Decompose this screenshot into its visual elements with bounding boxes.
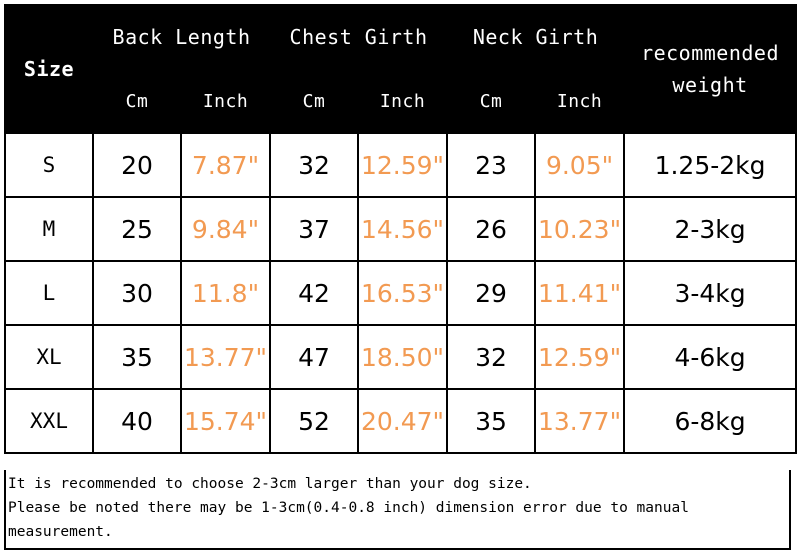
sizing-note: It is recommended to choose 2-3cm larger… (4, 470, 791, 550)
table-row: XXL 40 15.74" 52 20.47" 35 13.77" 6-8kg (4, 388, 798, 454)
back-length-header: Back Length (91, 4, 272, 70)
neck-inch-cell: 12.59" (534, 324, 626, 390)
weight-cell: 2-3kg (623, 196, 798, 262)
chest-cm-cell: 32 (269, 132, 360, 198)
recommended-weight-header: recommended weight (623, 4, 798, 134)
back-inch-cell: 7.87" (179, 132, 272, 198)
back-inch-cell: 9.84" (179, 196, 272, 262)
neck-inch-cell: 13.77" (534, 388, 626, 454)
table-row: XL 35 13.77" 47 18.50" 32 12.59" 4-6kg (4, 324, 798, 390)
chest-inch-cell: 20.47" (357, 388, 449, 454)
chest-cm-cell: 42 (269, 260, 360, 326)
table-row: S 20 7.87" 32 12.59" 23 9.05" 1.25-2kg (4, 132, 798, 198)
back-cm-cell: 35 (92, 324, 182, 390)
size-cell: XL (4, 324, 94, 390)
chest-cm-cell: 47 (269, 324, 360, 390)
chest-inch-cell: 12.59" (357, 132, 449, 198)
note-line: It is recommended to choose 2-3cm larger… (8, 476, 532, 492)
weight-cell: 6-8kg (623, 388, 798, 454)
weight-cell: 4-6kg (623, 324, 798, 390)
back-inch-cell: 11.8" (179, 260, 272, 326)
back-inch-header: Inch (179, 68, 272, 134)
size-cell: L (4, 260, 94, 326)
chest-cm-cell: 52 (269, 388, 360, 454)
size-header: Size (4, 4, 94, 134)
chest-inch-cell: 16.53" (357, 260, 449, 326)
neck-cm-header: Cm (446, 68, 537, 134)
neck-cm-cell: 35 (446, 388, 537, 454)
chest-inch-cell: 18.50" (357, 324, 449, 390)
neck-inch-header: Inch (534, 68, 626, 134)
table-row: L 30 11.8" 42 16.53" 29 11.41" 3-4kg (4, 260, 798, 326)
neck-inch-cell: 9.05" (534, 132, 626, 198)
neck-cm-cell: 23 (446, 132, 537, 198)
back-inch-cell: 13.77" (179, 324, 272, 390)
back-inch-cell: 15.74" (179, 388, 272, 454)
recommended-weight-line2: weight (672, 73, 748, 97)
chest-girth-header: Chest Girth (269, 4, 449, 70)
weight-cell: 1.25-2kg (623, 132, 798, 198)
neck-cm-cell: 26 (446, 196, 537, 262)
chest-inch-header: Inch (357, 68, 449, 134)
neck-girth-header: Neck Girth (446, 4, 626, 70)
back-cm-cell: 25 (92, 196, 182, 262)
note-line: measurement. (8, 524, 113, 540)
chest-inch-cell: 14.56" (357, 196, 449, 262)
size-cell: S (4, 132, 94, 198)
note-line: Please be noted there may be 1-3cm(0.4-0… (8, 500, 689, 516)
size-cell: XXL (4, 388, 94, 454)
back-cm-cell: 40 (92, 388, 182, 454)
neck-cm-cell: 32 (446, 324, 537, 390)
neck-inch-cell: 10.23" (534, 196, 626, 262)
back-cm-header: Cm (92, 68, 182, 134)
back-cm-cell: 20 (92, 132, 182, 198)
neck-inch-cell: 11.41" (534, 260, 626, 326)
back-cm-cell: 30 (92, 260, 182, 326)
size-cell: M (4, 196, 94, 262)
chest-cm-cell: 37 (269, 196, 360, 262)
chest-cm-header: Cm (269, 68, 360, 134)
size-chart-table: Size Back Length Chest Girth Neck Girth … (4, 4, 798, 454)
neck-cm-cell: 29 (446, 260, 537, 326)
table-row: M 25 9.84" 37 14.56" 26 10.23" 2-3kg (4, 196, 798, 262)
recommended-weight-line1: recommended (641, 41, 780, 65)
weight-cell: 3-4kg (623, 260, 798, 326)
